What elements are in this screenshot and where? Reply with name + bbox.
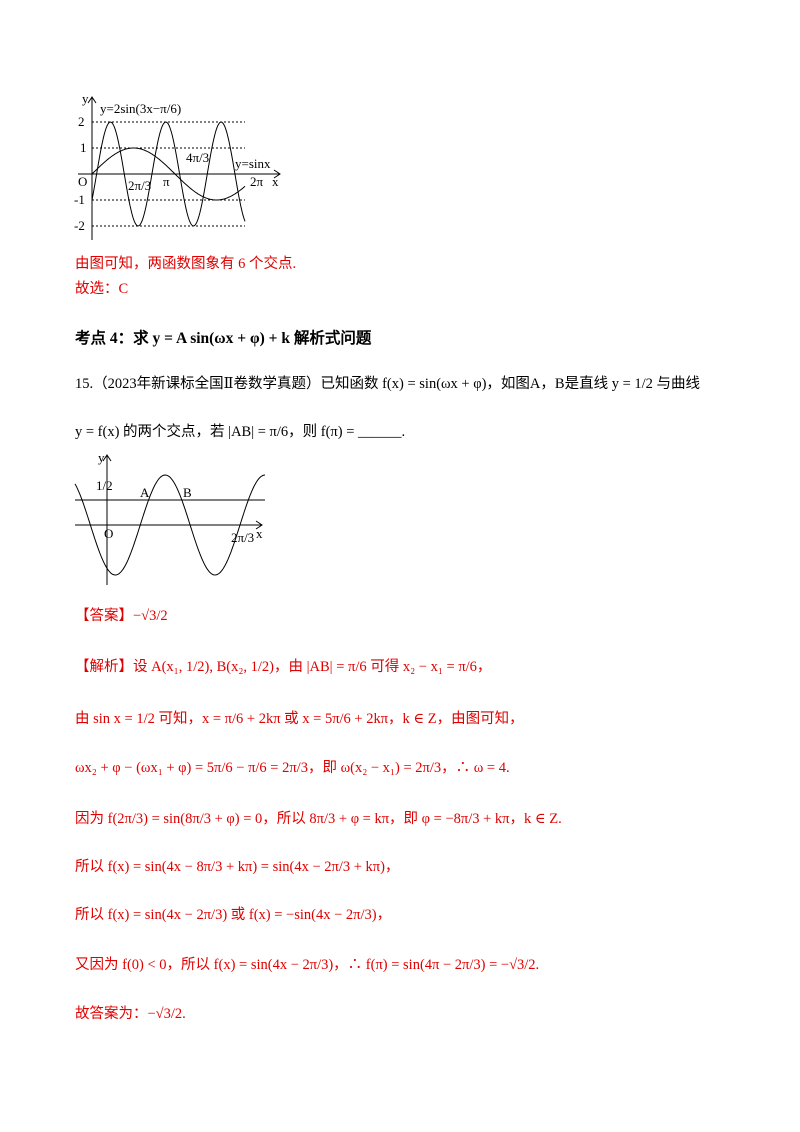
conclusion: 由图可知，两函数图象有 6 个交点. — [75, 256, 297, 272]
figure-function-graph: y 1/2 A B O 2π/3 x — [74, 450, 266, 585]
label: A — [140, 485, 150, 500]
solution-line: 故答案为：−√3/2. — [75, 1006, 186, 1022]
answer: 【答案】−√3/2 — [75, 608, 168, 624]
label: y=2sin(3x−π/6) — [100, 101, 181, 116]
label: O — [78, 174, 87, 189]
label: π — [163, 174, 170, 189]
label: 2π — [250, 174, 264, 189]
solution-line: 又因为 f(0) < 0，所以 f(x) = sin(4x − 2π/3)，∴ … — [75, 957, 540, 973]
solution-line: 【解析】设 A(x₁, 1/2), B(x₂, 1/2)，由 |AB| = π/… — [75, 659, 492, 675]
label: 2π/3 — [128, 178, 151, 193]
problem-line: y = f(x) 的两个交点，若 |AB| = π/6，则 f(π) = ___… — [75, 424, 406, 440]
label: x — [256, 526, 263, 541]
solution-line: 因为 f(2π/3) = sin(8π/3 + φ) = 0，所以 8π/3 +… — [75, 811, 562, 827]
label: -1 — [74, 192, 85, 207]
choice: 故选：C — [75, 281, 129, 297]
label: -2 — [74, 218, 85, 233]
solution-line: 所以 f(x) = sin(4x − 8π/3 + kπ) = sin(4x −… — [75, 859, 400, 875]
label: 2 — [78, 114, 85, 129]
problem-line: 15.（2023年新课标全国Ⅱ卷数学真题）已知函数 f(x) = sin(ωx … — [75, 376, 701, 392]
label: 1 — [80, 140, 87, 155]
label: O — [104, 526, 113, 541]
label: y — [82, 91, 89, 106]
label: 4π/3 — [186, 150, 209, 165]
label: 1/2 — [96, 478, 113, 493]
label: B — [183, 485, 192, 500]
figure-sine-graphs: y y=2sin(3x−π/6) 2 1 O -1 -2 2π/3 π 4π/3… — [74, 91, 281, 240]
label: 2π/3 — [231, 530, 254, 545]
solution-line: 由 sin x = 1/2 可知，x = π/6 + 2kπ 或 x = 5π/… — [75, 711, 524, 727]
solution-line: 所以 f(x) = sin(4x − 2π/3) 或 f(x) = −sin(4… — [75, 907, 392, 923]
label: y=sinx — [235, 156, 271, 171]
label: x — [272, 174, 279, 189]
section-heading: 考点 4：求 y = A sin(ωx + φ) + k 解析式问题 — [75, 330, 372, 347]
solution-line: ωx₂ + φ − (ωx₁ + φ) = 5π/6 − π/6 = 2π/3，… — [75, 760, 510, 776]
label: y — [98, 450, 105, 465]
